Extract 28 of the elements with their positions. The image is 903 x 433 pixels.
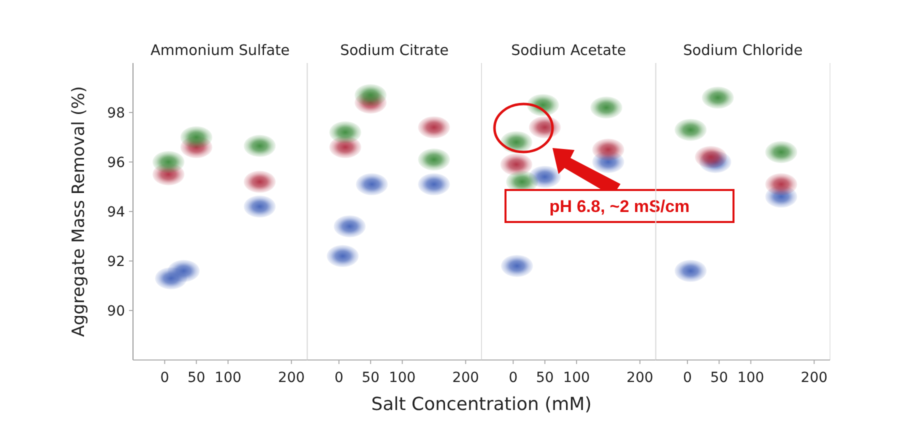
chart-title: Sodium Chloride [683,43,803,59]
x-tick-label: 0 [160,370,170,386]
y-tick-label: 94 [107,204,126,220]
y-tick-label: 98 [107,105,125,122]
x-tick-label: 50 [710,370,728,386]
x-axis-title: Salt Concentration (mM) [371,394,592,415]
x-tick-label: 100 [563,370,590,386]
x-tick-label: 100 [214,370,242,386]
x-tick-label: 0 [682,370,692,386]
x-tick-label: 50 [362,370,380,386]
annotation: pH 6.8, ~2 mS/cm [549,196,690,216]
x-tick-label: 0 [508,370,518,386]
y-tick-label: 96 [107,154,126,171]
x-tick-label: 50 [536,370,554,386]
x-tick-label: 0 [334,370,344,386]
x-tick-label: 200 [800,370,828,386]
y-axis-title: Aggregate Mass Removal (%) [69,86,89,337]
y-tick-label: 92 [107,254,125,270]
chart-title: Ammonium Sulfate [150,43,290,59]
x-tick-label: 200 [278,370,305,386]
x-tick-label: 100 [388,370,416,386]
chart-title: Sodium Citrate [340,43,449,59]
x-tick-label: 100 [737,370,764,386]
x-tick-label: 50 [187,370,206,386]
x-tick-label: 200 [452,370,480,386]
x-tick-label: 200 [626,370,654,386]
y-tick-label: 90 [107,303,125,320]
chart-title: Sodium Acetate [511,43,626,59]
